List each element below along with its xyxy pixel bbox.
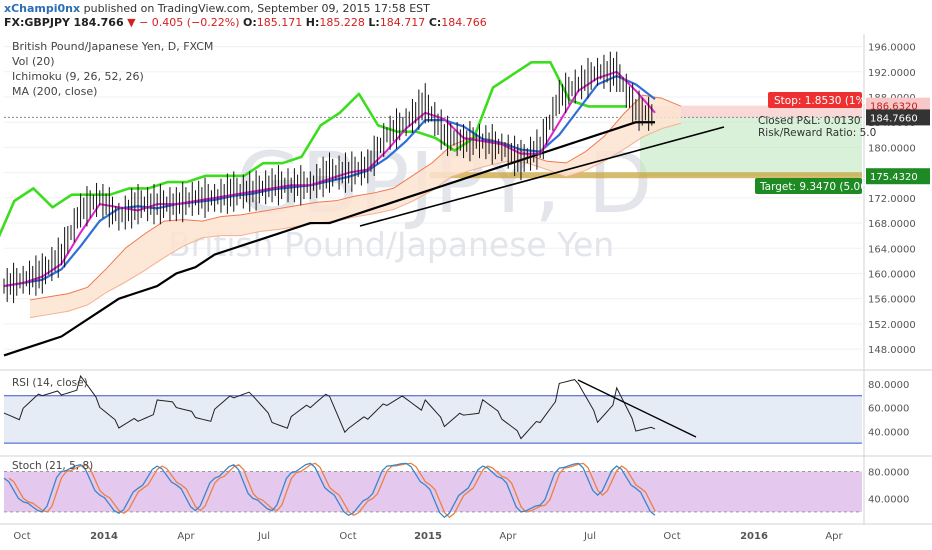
target-badge-text: Target: 9.3470 (5.06%) [759,181,881,193]
price-tick-11: 152.0000 [868,320,916,331]
symbol-label[interactable]: FX:GBPJPY [4,16,70,29]
rsi-tick-0: 80.0000 [868,380,909,391]
pnl-text: Closed P&L: 0.0130 [758,115,861,127]
ichimoku-span-b [29,122,682,319]
time-tick-7: Jul [583,531,596,542]
time-tick-10: Apr [825,531,843,542]
rsi-band [4,395,862,444]
stoch-d-line [8,462,656,519]
high-label: H: [305,16,320,29]
ichimoku-span-a [29,94,682,301]
price-tick-7: 168.0000 [868,219,916,230]
last-price-text: 184.7660 [870,113,918,124]
time-tick-1: 2014 [90,531,118,542]
stop-badge-text: Stop: 1.8530 (1%) [774,95,870,107]
stop-price-text: 186.6320 [870,102,918,113]
price-tick-9: 160.0000 [868,269,916,280]
stop-zone [640,105,862,118]
target-zone [640,117,862,177]
stoch-k-line [3,462,656,519]
time-tick-3: Jul [257,531,270,542]
ma-200-line [3,121,655,357]
price-tick-6: 172.0000 [868,194,916,205]
close-value: 184.766 [441,16,487,29]
high-value: 185.228 [319,16,365,29]
stop-badge [768,92,862,108]
target-price-text: 175.4320 [870,172,918,183]
rsi-line [3,374,656,440]
author-link[interactable]: xChampi0nx [4,2,81,15]
support-band [430,172,862,179]
rsi-tick-1: 60.0000 [868,404,909,415]
down-arrow-icon: ▼ [127,16,136,29]
price-bars [3,51,653,304]
rsi-tick-2: 40.0000 [868,427,909,438]
legend-item-vol[interactable]: Vol (20) [12,55,55,68]
price-tick-4: 180.0000 [868,143,916,154]
open-label: O: [243,16,257,29]
time-tick-6: Apr [499,531,517,542]
price-change: − 0.405 (−0.22%) [139,16,240,29]
time-tick-2: Apr [177,531,195,542]
trend-line [359,126,725,227]
legend-title[interactable]: British Pound/Japanese Yen, D, FXCM [12,40,214,53]
price-tick-0: 196.0000 [868,43,916,54]
last-price: 184.766 [73,16,124,29]
price-tick-12: 148.0000 [868,345,916,356]
published-text: published on TradingView.com, September … [83,2,430,15]
time-tick-8: Oct [663,531,680,542]
stoch-tick-0: 80.0000 [868,467,909,478]
open-value: 185.171 [256,16,303,29]
low-label: L: [368,16,380,29]
target-badge [755,178,862,194]
price-tick-8: 164.0000 [868,244,916,255]
rsi-label[interactable]: RSI (14, close) [12,377,88,389]
risk-reward-text: Risk/Reward Ratio: 5.0 [758,127,876,139]
stoch-tick-1: 40.0000 [868,494,909,505]
time-tick-0: Oct [13,531,30,542]
price-tick-1: 192.0000 [868,68,916,79]
target-price-tag [866,168,930,185]
time-tick-5: 2015 [414,531,442,542]
time-tick-9: 2016 [740,531,768,542]
price-tick-10: 156.0000 [868,295,916,306]
publish-line: xChampi0nx published on TradingView.com,… [4,2,430,15]
close-label: C: [428,16,442,29]
time-tick-4: Oct [339,531,356,542]
rsi-trend-line [577,379,697,438]
legend-item-ichimoku[interactable]: Ichimoku (9, 26, 52, 26) [12,70,144,83]
stoch-label[interactable]: Stoch (21, 5, 8) [12,460,93,472]
legend-item-ma[interactable]: MA (200, close) [12,85,98,98]
last-price-tag [866,109,930,126]
quote-line: FX:GBPJPY 184.766 ▼ − 0.405 (−0.22%) O:1… [4,16,487,29]
ichimoku-chikou-span [0,61,627,238]
low-value: 184.717 [379,16,426,29]
